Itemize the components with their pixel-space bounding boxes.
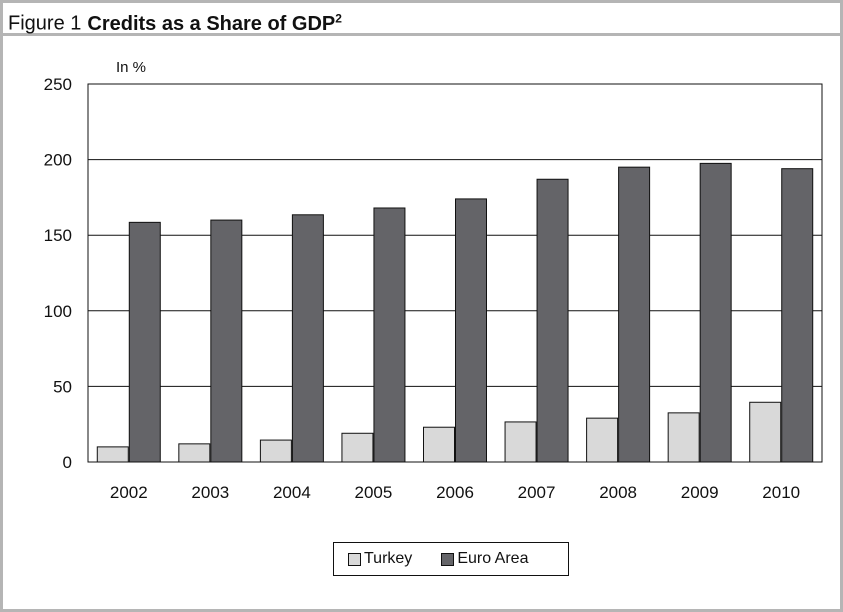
figure-title: Credits as a Share of GDP2 xyxy=(87,11,342,35)
bar-euro-area-2006 xyxy=(455,198,487,463)
bar-euro-area-2005 xyxy=(373,207,406,463)
legend-item-turkey: Turkey xyxy=(348,550,412,568)
y-tick-label-100: 100 xyxy=(44,302,72,321)
y-tick-label-150: 150 xyxy=(44,226,72,245)
x-tick-label-2004: 2004 xyxy=(273,483,311,502)
chart-legend: Turkey Euro Area xyxy=(333,542,569,576)
x-tick-label-2010: 2010 xyxy=(762,483,800,502)
bar-turkey-2005 xyxy=(341,432,374,463)
x-tick-label-2008: 2008 xyxy=(599,483,637,502)
bar-turkey-2010 xyxy=(749,401,782,463)
x-tick-label-2002: 2002 xyxy=(110,483,148,502)
bar-euro-area-2002 xyxy=(128,221,161,463)
legend-item-euro-area: Euro Area xyxy=(441,550,528,568)
x-tick-label-2005: 2005 xyxy=(355,483,393,502)
figure-number: Figure 1 xyxy=(8,12,82,35)
bar-euro-area-2010 xyxy=(781,168,814,463)
bar-euro-area-2009 xyxy=(699,162,732,463)
x-tick-label-2003: 2003 xyxy=(191,483,229,502)
bar-turkey-2003 xyxy=(178,443,211,463)
y-axis-unit-label: In % xyxy=(116,59,146,76)
bar-euro-area-2003 xyxy=(210,219,243,463)
bar-euro-area-2008 xyxy=(618,166,651,463)
y-tick-label-0: 0 xyxy=(63,453,72,472)
bar-euro-area-2004 xyxy=(291,214,324,463)
bar-turkey-2008 xyxy=(586,417,619,463)
legend-swatch-euro-area xyxy=(441,552,455,566)
figure-title-text: Credits as a Share of GDP xyxy=(87,12,336,35)
bar-euro-area-2007 xyxy=(536,178,569,463)
legend-label-turkey: Turkey xyxy=(364,550,413,567)
y-tick-label-200: 200 xyxy=(44,151,72,170)
legend-label-euro-area: Euro Area xyxy=(457,550,529,567)
bar-turkey-2004 xyxy=(259,439,292,463)
y-tick-label-50: 50 xyxy=(53,377,72,396)
bar-turkey-2009 xyxy=(667,412,700,463)
bar-turkey-2002 xyxy=(96,446,129,463)
bar-turkey-2006 xyxy=(423,426,455,463)
figure-title-footnote: 2 xyxy=(335,11,342,25)
figure-title-bar: Figure 1 Credits as a Share of GDP2 xyxy=(3,3,840,36)
x-tick-label-2007: 2007 xyxy=(518,483,556,502)
y-tick-label-250: 250 xyxy=(44,75,72,94)
x-tick-label-2009: 2009 xyxy=(681,483,719,502)
bar-turkey-2007 xyxy=(504,421,537,463)
legend-swatch-turkey xyxy=(348,552,361,566)
x-tick-label-2006: 2006 xyxy=(436,483,474,502)
